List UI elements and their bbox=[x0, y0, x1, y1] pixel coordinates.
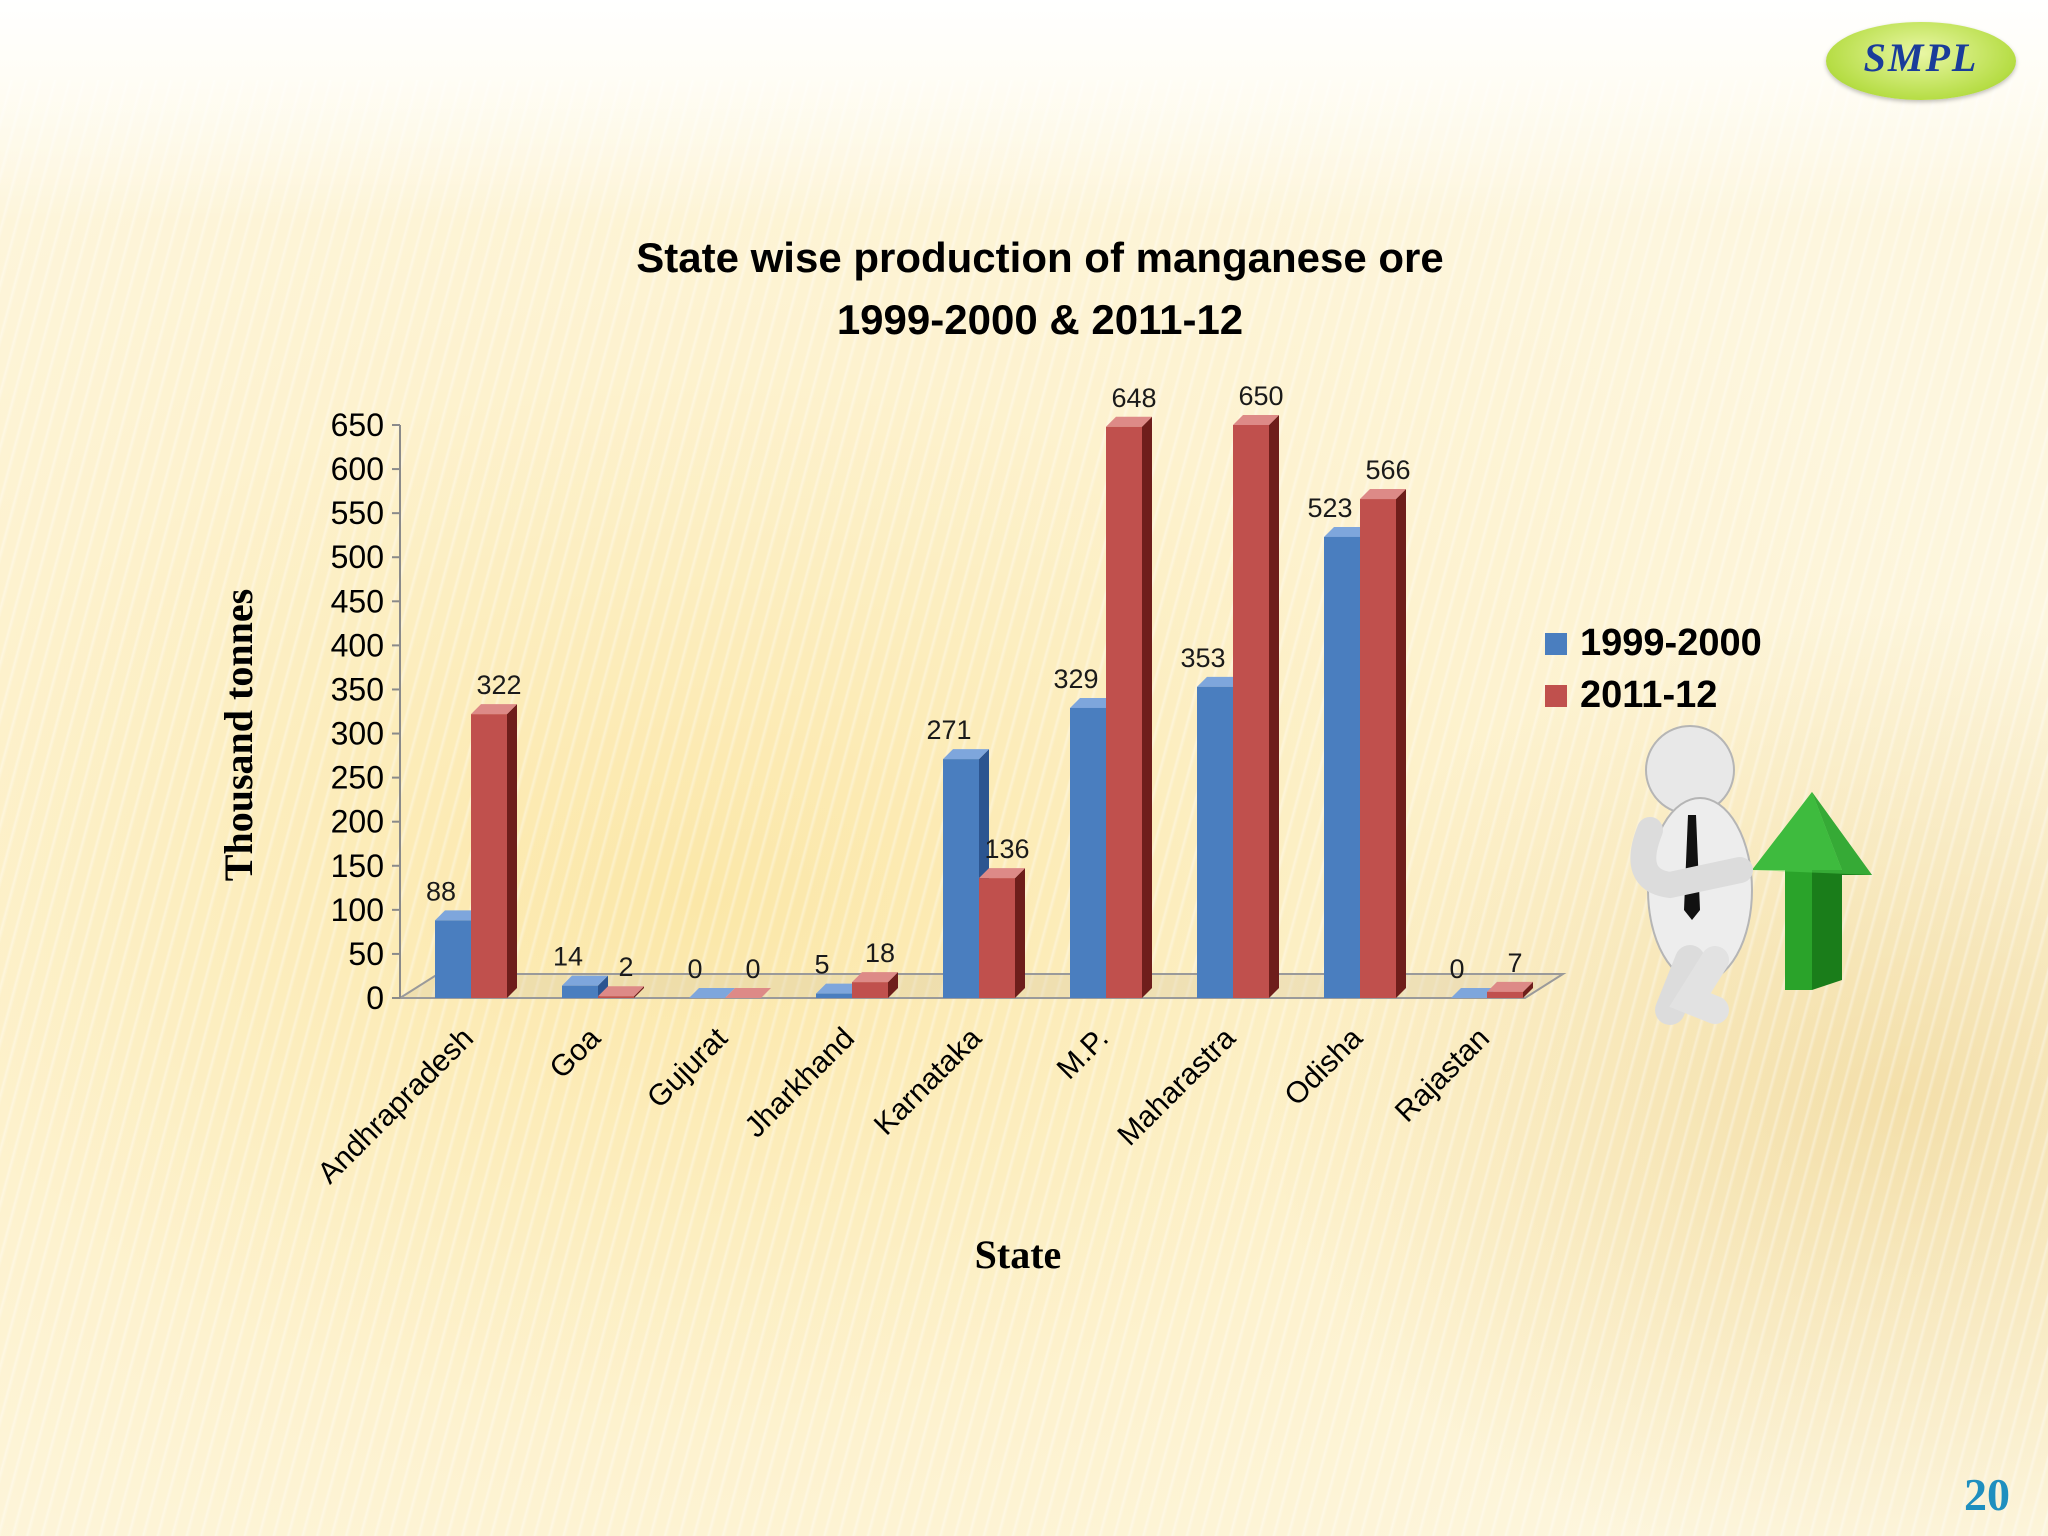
y-tick-label: 400 bbox=[331, 627, 384, 663]
businessman-arrow-icon bbox=[1630, 725, 1872, 1025]
company-logo: SMPL bbox=[1826, 22, 2016, 100]
bar-2011-12-Rajastan bbox=[1487, 981, 1533, 998]
y-tick-label: 50 bbox=[348, 936, 384, 972]
category-label: Karnataka bbox=[868, 1021, 988, 1141]
data-label: 271 bbox=[926, 715, 971, 745]
y-tick-label: 300 bbox=[331, 716, 384, 752]
data-label: 566 bbox=[1365, 455, 1410, 485]
bar-2011-12-Goa bbox=[598, 986, 644, 998]
data-label: 0 bbox=[1449, 954, 1464, 984]
data-label: 648 bbox=[1111, 383, 1156, 413]
data-label: 88 bbox=[426, 876, 456, 906]
legend-entry: 2011-12 bbox=[1580, 674, 1717, 716]
category-label: Jharkhand bbox=[739, 1022, 861, 1144]
data-label: 7 bbox=[1507, 948, 1522, 978]
category-labels: Andhrapradesh Goa Gujurat Jharkhand Karnatak… bbox=[312, 1021, 1496, 1190]
data-label: 5 bbox=[814, 950, 829, 980]
y-tick-label: 350 bbox=[331, 671, 384, 707]
y-tick-label: 450 bbox=[331, 583, 384, 619]
y-tick-label: 250 bbox=[331, 760, 384, 796]
category-label: M.P. bbox=[1051, 1022, 1115, 1086]
bar-2011-12-Maharastra bbox=[1233, 415, 1279, 998]
y-tick-label: 500 bbox=[331, 539, 384, 575]
category-label: Andhrapradesh bbox=[312, 1022, 480, 1190]
bar-2011-12-Odisha bbox=[1360, 489, 1406, 998]
legend-swatch bbox=[1545, 685, 1567, 707]
bar-2011-12-Andhrapradesh bbox=[471, 704, 517, 998]
legend-entry: 1999-2000 bbox=[1580, 622, 1762, 664]
chart-title-line-1: State wise production of manganese ore bbox=[636, 234, 1444, 281]
bar-2011-12-M.P. bbox=[1106, 416, 1152, 999]
logo-text: SMPL bbox=[1863, 35, 1979, 80]
data-label: 2 bbox=[618, 952, 633, 982]
category-label: Goa bbox=[544, 1021, 608, 1085]
data-label: 18 bbox=[865, 938, 895, 968]
bar-2011-12-Gujurat bbox=[725, 988, 771, 998]
data-label: 0 bbox=[745, 954, 760, 984]
chart-title: State wise production of manganese ore 1… bbox=[636, 234, 1444, 343]
data-label: 136 bbox=[984, 834, 1029, 864]
category-label: Gujurat bbox=[641, 1021, 734, 1114]
data-label: 650 bbox=[1238, 381, 1283, 411]
legend: 1999-2000 2011-12 bbox=[1545, 622, 1762, 716]
data-label: 14 bbox=[553, 942, 583, 972]
data-label: 322 bbox=[476, 670, 521, 700]
y-tick-label: 200 bbox=[331, 804, 384, 840]
category-label: Odisha bbox=[1278, 1021, 1369, 1112]
bar-1999-2000-Gujurat bbox=[689, 988, 735, 998]
category-label: Maharastra bbox=[1111, 1021, 1242, 1152]
legend-swatch bbox=[1545, 633, 1567, 655]
data-label: 353 bbox=[1180, 643, 1225, 673]
chart-title-line-2: 1999-2000 & 2011-12 bbox=[837, 296, 1243, 343]
category-label: Rajastan bbox=[1389, 1022, 1496, 1129]
y-tick-label: 650 bbox=[331, 407, 384, 443]
y-tick-label: 100 bbox=[331, 892, 384, 928]
y-tick-label: 0 bbox=[366, 980, 384, 1016]
y-tick-label: 600 bbox=[331, 451, 384, 487]
x-axis-title: State bbox=[975, 1232, 1062, 1277]
y-axis-title: Thousand tonnes bbox=[216, 589, 261, 881]
data-label: 329 bbox=[1053, 664, 1098, 694]
bars bbox=[435, 415, 1533, 999]
y-tick-label: 150 bbox=[331, 848, 384, 884]
bar-1999-2000-Rajastan bbox=[1451, 988, 1497, 998]
data-label: 0 bbox=[687, 954, 702, 984]
y-axis: 0 50 100 150 200 250 300 350 400 450 500 550 600 650 bbox=[331, 407, 401, 1016]
page-number: 20 bbox=[1964, 1469, 2010, 1520]
data-labels: 88 322 14 2 0 0 5 18 271 136 329 648 353 650 523 566 0 7 bbox=[426, 381, 1523, 984]
bar-1999-2000-Goa bbox=[562, 975, 608, 998]
data-label: 523 bbox=[1307, 493, 1352, 523]
bar-2011-12-Karnataka bbox=[979, 868, 1025, 998]
bar-2011-12-Jharkhand bbox=[852, 972, 898, 998]
y-tick-label: 550 bbox=[331, 495, 384, 531]
